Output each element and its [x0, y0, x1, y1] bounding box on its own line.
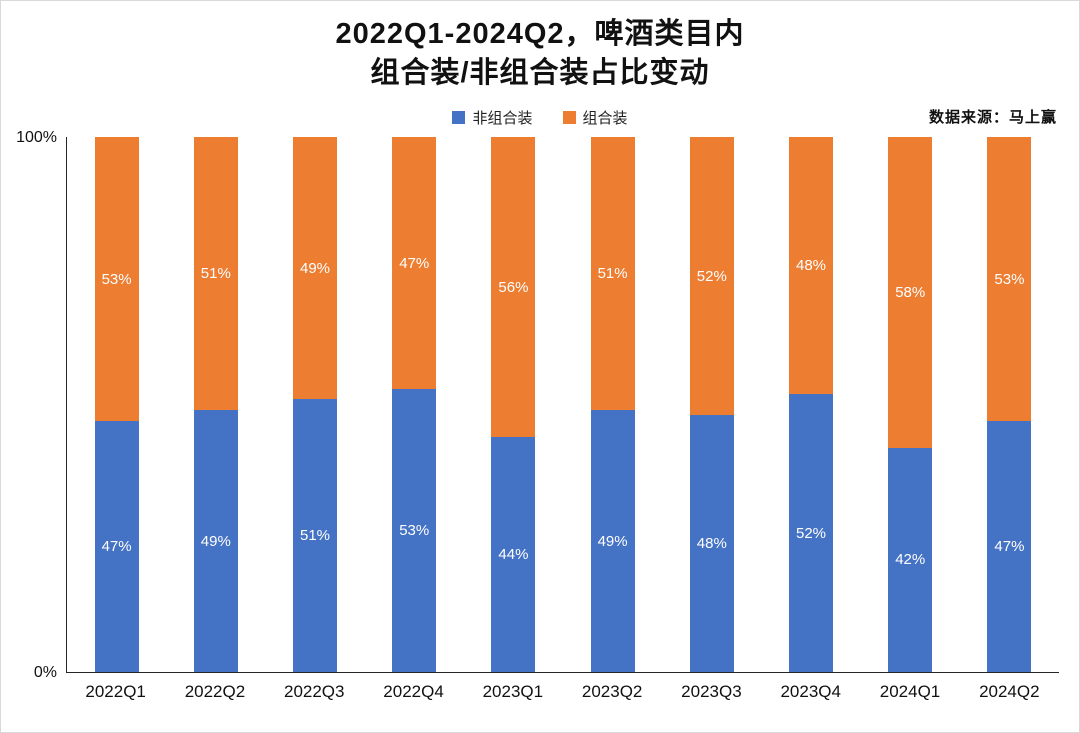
chart-title-line1: 2022Q1-2024Q2，啤酒类目内: [335, 18, 745, 50]
value-label: 53%: [101, 270, 132, 288]
segment-non-combo: 53%: [392, 388, 437, 673]
x-axis-label-2023Q1: 2023Q1: [482, 682, 544, 702]
legend-swatch-non-combo-icon: [452, 110, 466, 124]
bar-column-2023Q4: 48% 52%: [761, 137, 860, 673]
chart-title-line2: 组合装/非组合装占比变动: [370, 57, 710, 90]
chart-body: 100% 0% 53% 47% 51% 49% 49% 51% 47% 53% 56% 44% 51…: [1, 129, 1079, 702]
stacked-bar-2024Q1: 58% 42%: [888, 137, 933, 673]
stacked-bar-2023Q2: 51% 49%: [590, 137, 635, 673]
bar-column-2024Q1: 58% 42%: [861, 137, 960, 673]
segment-non-combo: 47%: [987, 420, 1032, 673]
segment-non-combo: 47%: [94, 420, 139, 673]
x-axis-label-2022Q2: 2022Q2: [184, 682, 246, 702]
stacked-bar-2022Q3: 49% 51%: [293, 137, 337, 673]
bar-column-2022Q3: 49% 51%: [265, 137, 364, 673]
value-label: 51%: [299, 527, 331, 545]
value-label: 51%: [200, 265, 231, 283]
segment-non-combo: 51%: [293, 399, 337, 673]
x-axis-label-2022Q3: 2022Q3: [283, 682, 345, 702]
value-label: 48%: [796, 257, 827, 275]
value-label: 53%: [994, 270, 1025, 288]
value-label: 58%: [895, 283, 926, 301]
stacked-bar-2023Q1: 56% 44%: [491, 137, 536, 673]
legend-item-combo: 组合装: [562, 107, 628, 128]
value-label: 53%: [399, 521, 430, 539]
value-label: 44%: [498, 546, 529, 564]
bar-column-2023Q2: 51% 49%: [563, 137, 662, 673]
value-label: 47%: [399, 254, 430, 272]
bar-column-2023Q1: 56% 44%: [464, 137, 563, 673]
stacked-bar-2022Q4: 47% 53%: [392, 137, 437, 673]
segment-non-combo: 48%: [689, 415, 734, 673]
segment-combo: 51%: [193, 137, 238, 411]
x-axis-label-2022Q1: 2022Q1: [85, 682, 146, 702]
segment-non-combo: 44%: [491, 436, 536, 673]
x-axis-label-2023Q2: 2023Q2: [581, 682, 643, 702]
legend-label-non-combo: 非组合装: [472, 109, 533, 127]
bar-column-2023Q3: 52% 48%: [662, 137, 761, 673]
segment-combo: 47%: [392, 137, 437, 389]
segment-combo: 58%: [888, 137, 933, 448]
value-label: 42%: [895, 551, 926, 569]
value-label: 52%: [796, 524, 827, 542]
stacked-bar-2022Q1: 53% 47%: [94, 137, 139, 673]
value-label: 49%: [200, 532, 231, 550]
data-source-note: 数据来源：马上赢: [928, 108, 1057, 127]
value-label: 47%: [101, 538, 132, 556]
y-axis: 100% 0%: [1, 129, 66, 681]
value-label: 56%: [498, 278, 529, 296]
segment-non-combo: 49%: [590, 410, 635, 673]
segment-non-combo: 49%: [193, 410, 238, 673]
x-axis-label-2023Q3: 2023Q3: [681, 682, 742, 702]
value-label: 49%: [597, 532, 628, 550]
value-label: 49%: [299, 259, 331, 277]
plot-column: 53% 47% 51% 49% 49% 51% 47% 53% 56% 44% 51% 49% 52% 4…: [66, 137, 1059, 702]
segment-combo: 51%: [590, 137, 635, 411]
segment-combo: 56%: [491, 137, 536, 437]
legend-item-non-combo: 非组合装: [452, 107, 533, 128]
legend: 非组合装 组合装: [1, 105, 1079, 129]
x-axis-label-2024Q1: 2024Q1: [879, 682, 941, 702]
value-label: 47%: [994, 538, 1025, 556]
legend-row: 非组合装 组合装 数据来源：马上赢: [1, 105, 1079, 129]
segment-combo: 52%: [689, 137, 734, 416]
bar-column-2022Q2: 51% 49%: [166, 137, 265, 673]
chart-title: 2022Q1-2024Q2，啤酒类目内 组合装/非组合装占比变动: [1, 1, 1079, 93]
x-axis-label-2022Q4: 2022Q4: [383, 682, 444, 702]
value-label: 52%: [696, 267, 727, 285]
stacked-bar-2024Q2: 53% 47%: [987, 137, 1032, 673]
bar-column-2024Q2: 53% 47%: [960, 137, 1059, 673]
stacked-bar-2022Q2: 51% 49%: [193, 137, 238, 673]
value-label: 51%: [597, 265, 628, 283]
plot-area: 53% 47% 51% 49% 49% 51% 47% 53% 56% 44% 51% 49% 52% 4…: [66, 137, 1059, 674]
x-axis-label-2023Q4: 2023Q4: [780, 682, 841, 702]
x-axis-label-2024Q2: 2024Q2: [979, 682, 1040, 702]
stacked-bar-2023Q3: 52% 48%: [689, 137, 734, 673]
value-label: 48%: [696, 535, 727, 553]
bar-column-2022Q1: 53% 47%: [67, 137, 166, 673]
legend-swatch-combo-icon: [562, 110, 576, 124]
segment-combo: 48%: [789, 137, 834, 395]
stacked-bar-2023Q4: 48% 52%: [789, 137, 834, 673]
legend-label-combo: 组合装: [582, 109, 628, 127]
x-axis-labels: 2022Q1 2022Q2 2022Q3 2022Q4 2023Q1 2023Q2 2023…: [66, 682, 1059, 702]
segment-combo: 53%: [94, 137, 139, 421]
segment-non-combo: 52%: [789, 394, 834, 673]
segment-non-combo: 42%: [888, 447, 933, 673]
segment-combo: 49%: [293, 137, 337, 400]
bar-column-2022Q4: 47% 53%: [365, 137, 464, 673]
y-axis-label-min: 0%: [33, 664, 57, 682]
y-axis-label-max: 100%: [16, 129, 57, 147]
segment-combo: 53%: [987, 137, 1032, 421]
